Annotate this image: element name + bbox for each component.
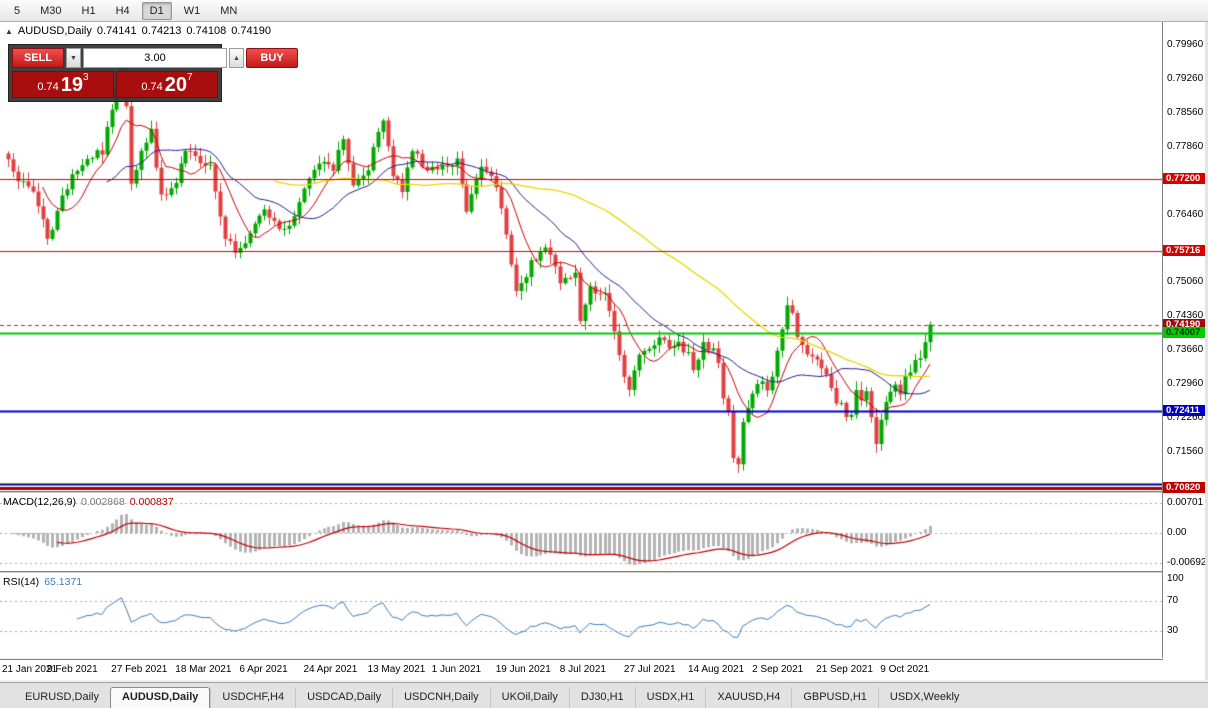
price-axis-label: 0.79260	[1167, 72, 1204, 84]
macd-main-value: 0.002868	[80, 496, 125, 508]
price-level-badge: 0.74007	[1163, 327, 1205, 339]
timeframe-button-h1[interactable]: H1	[81, 4, 96, 17]
date-axis-label: 21 Sep 2021	[816, 664, 873, 675]
sell-price-point: 3	[83, 72, 89, 83]
timeframe-toolbar: 5 M30 H1 H4 D1 W1 MN	[0, 0, 1208, 22]
date-axis-label: 1 Jun 2021	[431, 664, 482, 675]
price-axis: 0.79960 0.79260 0.78560 0.77860 0.76460 0.750…	[1163, 22, 1207, 680]
sell-price-prefix: 0.74	[37, 81, 59, 93]
date-axis[interactable]: 21 Jan 2021 9 Feb 2021 27 Feb 2021 18 Mar 2…	[0, 659, 1163, 680]
chart-tab-ukoil-daily[interactable]: UKOil,Daily	[489, 687, 569, 708]
volume-input[interactable]	[83, 48, 227, 68]
date-axis-label: 6 Apr 2021	[239, 664, 288, 675]
ohlc-open: 0.74141	[96, 25, 137, 37]
sell-price-button[interactable]: 0.74 19 3	[12, 71, 114, 98]
timeframe-button-mn[interactable]: MN	[220, 4, 238, 17]
rsi-name: RSI(14)	[3, 576, 40, 588]
date-axis-label: 27 Feb 2021	[111, 664, 168, 675]
one-click-collapse-icon[interactable]: ▲	[5, 26, 13, 36]
rsi-axis-label: 100	[1167, 572, 1184, 584]
sell-price-pips: 19	[60, 74, 84, 96]
macd-signal-value: 0.000837	[129, 496, 174, 508]
rsi-value: 65.1371	[44, 576, 83, 588]
chart-symbol-label: AUDUSD,Daily	[17, 25, 92, 37]
date-axis-label: 8 Jul 2021	[559, 664, 606, 675]
date-axis-label: 9 Oct 2021	[880, 664, 930, 675]
macd-panel-separator[interactable]	[0, 491, 1205, 494]
price-axis-divider	[1162, 22, 1163, 658]
timeframe-button-w1[interactable]: W1	[183, 4, 201, 17]
buy-button[interactable]: BUY	[246, 48, 298, 68]
macd-axis-label: 0.00701	[1167, 496, 1204, 508]
timeframe-button-5[interactable]: 5	[14, 4, 21, 17]
price-axis-label: 0.77860	[1167, 140, 1204, 152]
date-axis-label: 13 May 2021	[367, 664, 426, 675]
date-axis-label: 27 Jul 2021	[623, 664, 676, 675]
volume-up-button[interactable]: ▲	[229, 48, 244, 68]
macd-axis-label: -0.00692	[1167, 556, 1207, 568]
rsi-panel-separator[interactable]	[0, 571, 1205, 574]
one-click-trade-panel: SELL ▼ ▲ BUY 0.74 19 3 0.74 20 7	[8, 44, 298, 102]
chart-tab-usdchf-h4[interactable]: USDCHF,H4	[210, 687, 295, 708]
date-axis-label: 19 Jun 2021	[495, 664, 551, 675]
buy-price-point: 7	[187, 72, 193, 83]
buy-price-prefix: 0.74	[141, 81, 163, 93]
chart-tab-xauusd-h4[interactable]: XAUUSD,H4	[705, 687, 791, 708]
price-axis-label: 0.71560	[1167, 445, 1204, 457]
date-axis-label: 14 Aug 2021	[687, 664, 745, 675]
chart-header: ▲ AUDUSD,Daily 0.74141 0.74213 0.74108 0…	[5, 25, 271, 37]
timeframe-button-m30[interactable]: M30	[40, 4, 62, 17]
timeframe-button-d1[interactable]: D1	[141, 1, 172, 20]
window-edge-strip	[1205, 22, 1208, 680]
rsi-axis-label: 70	[1167, 595, 1179, 606]
chart-tab-usdx-weekly[interactable]: USDX,Weekly	[877, 687, 970, 708]
macd-indicator-label: MACD(12,26,9) 0.002868 0.000837	[3, 496, 174, 508]
volume-down-button[interactable]: ▼	[66, 48, 81, 68]
rsi-indicator-label: RSI(14) 65.1371	[3, 576, 82, 588]
chart-tab-usdcnh-daily[interactable]: USDCNH,Daily	[392, 687, 490, 708]
price-axis-label: 0.73660	[1167, 344, 1204, 356]
price-level-badge: 0.75716	[1163, 244, 1205, 256]
chart-tab-usdx-h1[interactable]: USDX,H1	[634, 687, 706, 708]
macd-axis-label: 0.00	[1167, 527, 1187, 538]
date-axis-label: 18 Mar 2021	[175, 664, 232, 675]
timeframe-button-h4[interactable]: H4	[115, 4, 130, 17]
ohlc-close: 0.74190	[231, 25, 271, 37]
buy-price-pips: 20	[164, 74, 188, 96]
price-axis-label: 0.72960	[1167, 378, 1204, 390]
chart-tab-dj30-h1[interactable]: DJ30,H1	[568, 687, 635, 708]
chart-tab-bar: EURUSD,Daily AUDUSD,Daily USDCHF,H4 USDCAD,…	[0, 682, 1208, 708]
price-level-badge: 0.74190	[1163, 318, 1205, 330]
price-axis-label: 0.76460	[1167, 208, 1204, 220]
macd-name: MACD(12,26,9)	[3, 496, 76, 508]
date-axis-label: 2 Sep 2021	[752, 664, 804, 675]
ohlc-low: 0.74108	[186, 25, 227, 37]
price-axis-label: 0.75060	[1167, 276, 1204, 288]
date-axis-label: 24 Apr 2021	[303, 664, 358, 675]
price-level-badge: 0.72411	[1163, 404, 1205, 416]
price-axis-label: 0.72260	[1167, 412, 1204, 424]
rsi-axis-label: 30	[1167, 625, 1179, 636]
price-axis-label: 0.79960	[1167, 39, 1204, 50]
ohlc-high: 0.74213	[141, 25, 182, 37]
volume-down-icon: ▼	[70, 54, 77, 62]
volume-up-icon: ▲	[233, 54, 240, 62]
price-axis-label: 0.78560	[1167, 106, 1204, 118]
sell-button[interactable]: SELL	[12, 48, 64, 68]
price-level-badge: 0.70820	[1163, 481, 1205, 493]
chart-tab-audusd-daily[interactable]: AUDUSD,Daily	[109, 687, 211, 708]
date-axis-label: 9 Feb 2021	[47, 664, 98, 675]
date-axis-label: 21 Jan 2021	[2, 664, 58, 675]
price-level-badge: 0.77200	[1163, 172, 1205, 184]
price-axis-label: 0.74360	[1167, 310, 1204, 322]
chart-tab-gbpusd-h1[interactable]: GBPUSD,H1	[791, 687, 878, 708]
chart-tab-eurusd-daily[interactable]: EURUSD,Daily	[25, 691, 99, 703]
price-chart-canvas[interactable]	[0, 22, 1163, 658]
chart-tab-usdcad-daily[interactable]: USDCAD,Daily	[295, 687, 392, 708]
buy-price-button[interactable]: 0.74 20 7	[116, 71, 218, 98]
